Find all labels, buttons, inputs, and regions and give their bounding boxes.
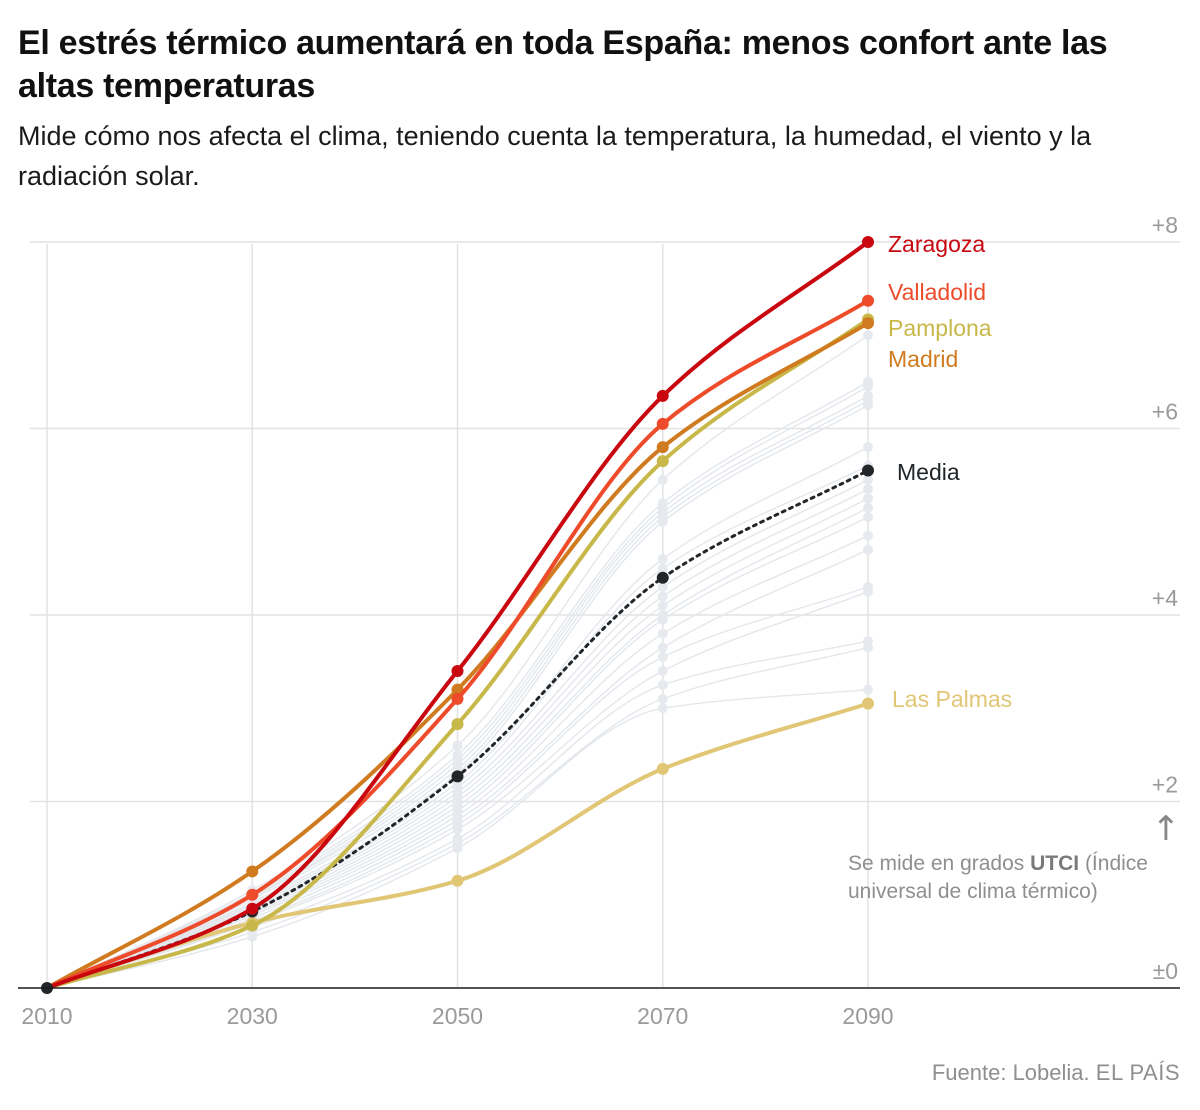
background-series-line bbox=[46, 479, 869, 989]
series-label-pamplona: Pamplona bbox=[888, 315, 992, 341]
x-tick-label: 2050 bbox=[432, 1003, 483, 1029]
background-series-point bbox=[863, 484, 873, 495]
series-point-madrid bbox=[862, 317, 874, 330]
chart-title: El estrés térmico aumentará en toda Espa… bbox=[18, 24, 1108, 105]
background-series-point bbox=[863, 390, 873, 401]
background-series-point bbox=[657, 591, 668, 602]
background-series-point bbox=[657, 474, 668, 485]
background-series-point bbox=[657, 693, 668, 704]
source-brand: EL PAÍS bbox=[1095, 1060, 1180, 1085]
series-line-zaragoza bbox=[45, 240, 870, 990]
source-credit: Fuente: Lobelia. EL PAÍS bbox=[932, 1060, 1180, 1086]
x-tick-label: 2030 bbox=[227, 1003, 278, 1029]
background-series-line bbox=[46, 385, 869, 989]
series-point-valladolid bbox=[246, 888, 259, 901]
background-series-point bbox=[657, 651, 668, 662]
utci-annotation-bold: UTCI bbox=[1030, 852, 1079, 875]
background-series-point bbox=[452, 749, 463, 760]
background-series-line bbox=[46, 446, 869, 989]
background-series-point bbox=[657, 642, 668, 653]
background-series-point bbox=[863, 442, 873, 453]
background-series-point bbox=[863, 376, 873, 387]
background-series-point bbox=[452, 740, 463, 751]
series-label-las-palmas: Las Palmas bbox=[892, 686, 1012, 712]
series-point-valladolid bbox=[862, 294, 874, 307]
y-tick-label: +8 bbox=[1152, 212, 1178, 238]
series-point-zaragoza bbox=[862, 236, 874, 248]
series-point-pamplona bbox=[246, 919, 259, 932]
series-point-madrid bbox=[246, 865, 259, 878]
background-series-point bbox=[863, 684, 873, 695]
series-point-las-palmas bbox=[862, 697, 874, 710]
series-point-valladolid bbox=[451, 692, 464, 705]
chart-subtitle: Mide cómo nos afecta el clima, teniendo … bbox=[18, 121, 1092, 191]
background-series-point bbox=[657, 563, 668, 574]
series-point-zaragoza bbox=[656, 389, 669, 402]
background-series-point bbox=[863, 502, 873, 513]
grid-layer bbox=[30, 241, 1180, 988]
background-series-point bbox=[863, 544, 873, 555]
labels-layer: ±0 +2 +4 +6 +8 2010 2030 2050 2070 2090 Las Palmas… bbox=[21, 212, 1178, 1029]
series-point-media bbox=[862, 464, 874, 477]
utci-arrow: ↑ bbox=[1152, 809, 1181, 849]
background-series-point bbox=[863, 493, 873, 504]
highlighted-series-layer bbox=[41, 236, 874, 994]
background-series-point bbox=[657, 703, 668, 714]
background-series-point bbox=[863, 474, 873, 485]
background-series-point bbox=[657, 610, 668, 620]
utci-annotation-line2: universal de clima térmico) bbox=[848, 880, 1098, 903]
source-label: Fuente: Lobelia bbox=[931, 1060, 1084, 1085]
background-series-line bbox=[46, 497, 869, 989]
x-tick-label: 2070 bbox=[637, 1003, 688, 1029]
utci-annotation-line1: Se mide en grados UTCI (Índice bbox=[848, 852, 1148, 875]
background-series-point bbox=[657, 498, 668, 509]
background-series-point bbox=[452, 833, 463, 844]
background-series-line bbox=[46, 465, 869, 989]
series-point-pamplona bbox=[656, 455, 669, 468]
series-label-zaragoza: Zaragoza bbox=[888, 231, 985, 257]
background-series-point bbox=[863, 582, 873, 593]
background-series-point bbox=[657, 628, 668, 639]
y-tick-label: +2 bbox=[1152, 772, 1178, 798]
utci-annotation-suffix: (Índice bbox=[1079, 852, 1148, 875]
y-tick-label: ±0 bbox=[1153, 958, 1178, 984]
background-series-point bbox=[657, 582, 668, 593]
line-chart: ±0 +2 +4 +6 +8 2010 2030 2050 2070 2090 Las Palmas… bbox=[18, 212, 1181, 1029]
utci-annotation-prefix: Se mide en grados bbox=[848, 852, 1030, 875]
background-series-point bbox=[863, 512, 873, 523]
series-label-valladolid: Valladolid bbox=[888, 279, 986, 305]
series-point-zaragoza bbox=[451, 664, 464, 677]
background-series-point bbox=[657, 554, 668, 565]
series-point-media bbox=[451, 770, 464, 783]
background-series-point bbox=[657, 600, 668, 611]
background-series-point bbox=[657, 665, 668, 676]
background-series-line bbox=[46, 334, 869, 989]
background-series-point bbox=[863, 530, 873, 541]
series-point-media bbox=[656, 571, 669, 584]
background-series-point bbox=[863, 330, 873, 341]
x-tick-label: 2010 bbox=[21, 1003, 72, 1029]
series-point-valladolid bbox=[656, 417, 669, 430]
series-point-las-palmas bbox=[451, 874, 464, 887]
series-label-media: Media bbox=[897, 459, 960, 485]
source-separator: . bbox=[1083, 1060, 1090, 1085]
series-point-las-palmas bbox=[656, 762, 669, 775]
y-tick-label: +6 bbox=[1152, 399, 1178, 425]
background-series-line bbox=[46, 488, 869, 989]
series-point-madrid bbox=[656, 441, 669, 454]
series-point-zaragoza bbox=[246, 902, 259, 915]
background-series-line bbox=[46, 381, 869, 989]
series-point-pamplona bbox=[451, 718, 464, 731]
x-tick-label: 2090 bbox=[842, 1003, 893, 1029]
series-label-madrid: Madrid bbox=[888, 346, 958, 372]
y-tick-label: +4 bbox=[1152, 585, 1178, 611]
background-series-point bbox=[657, 679, 668, 690]
background-series-point bbox=[863, 636, 873, 647]
